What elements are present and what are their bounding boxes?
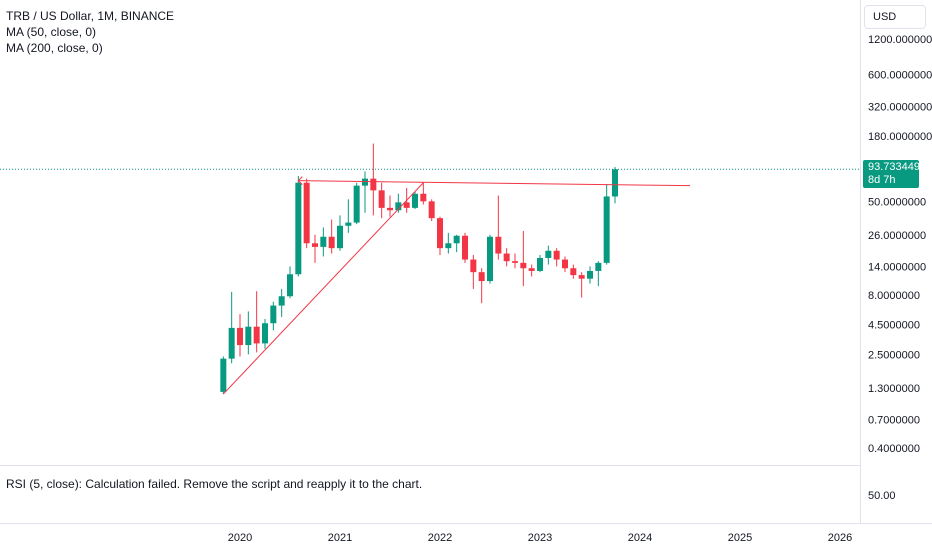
candle-body [528,268,535,271]
y-tick-label: 180.0000000 [868,131,932,143]
candle-body [512,261,518,263]
ma50-label[interactable]: MA (50, close, 0) [6,25,97,39]
candle-body [612,169,618,197]
ma200-label[interactable]: MA (200, close, 0) [6,41,103,55]
y-tick-label: 0.4000000 [868,443,920,455]
candle-body [462,235,468,260]
candle-body [345,222,352,226]
y-tick-label: 4.5000000 [868,319,920,331]
trendline-arrowhead [297,176,303,185]
y-tick-label: 600.0000000 [868,69,932,81]
candle-body [362,178,368,186]
candle-body [545,250,552,258]
candle-body [553,250,560,260]
candle-body [337,225,343,249]
candle-body [270,305,277,324]
candle-body [562,259,568,269]
candle-body [437,218,443,249]
trendline [222,182,424,395]
candle-body [387,207,393,211]
candle-body [520,262,527,269]
x-tick-label: 2020 [228,532,252,544]
candle-body [495,236,502,254]
x-tick-label: 2021 [328,532,352,544]
candle-body [262,323,268,344]
candle-body [603,196,610,263]
x-tick-label: 2025 [728,532,752,544]
candle-body [478,272,485,282]
rsi-indicator-label[interactable]: RSI (5, close): Calculation failed. Remo… [6,477,423,491]
candle-body [353,185,360,223]
currency-button[interactable]: USD [864,5,926,29]
y-tick-label: 50.0000000 [868,196,926,208]
candle-body [312,243,318,247]
candle-body [320,236,327,247]
y-tick-label: 320.0000000 [868,102,932,114]
candle-body [395,202,402,211]
candle-body [287,274,293,297]
candle-body [587,270,593,279]
candle-body [453,235,460,244]
candle-body [403,202,410,208]
candle-body [578,275,585,279]
x-tick-label: 2026 [828,532,852,544]
candle-body [245,326,252,346]
candle-body [378,190,385,208]
candle-body [228,327,235,359]
trendline [298,180,691,187]
y-tick-label: 0.7000000 [868,414,920,426]
chart-legend: TRB / US Dollar, 1M, BINANCE MA (50, clo… [6,8,174,56]
candle-body [470,259,477,273]
candle-body [303,182,310,244]
candle-body [570,268,577,276]
candle-body [420,193,427,202]
last-price-value: 93.7334493 [868,161,927,173]
candle-body [278,296,285,306]
symbol-title: TRB / US Dollar, 1M, BINANCE [6,9,175,23]
candle-body [370,178,377,191]
candle-body [487,236,493,282]
candle-body [253,326,260,344]
candle-body [412,193,418,208]
rsi-tick-label: 50.00 [868,490,896,502]
x-tick-label: 2024 [628,532,652,544]
y-tick-label: 14.0000000 [868,261,926,273]
y-tick-label: 26.0000000 [868,230,926,242]
candle-body [295,182,302,275]
candle-body [328,236,335,249]
y-tick-label: 1200.0000000 [868,34,932,46]
x-tick-label: 2022 [428,532,452,544]
candle-body [595,262,602,271]
candle-body [537,257,543,271]
candle-body [220,358,227,392]
bar-countdown: 8d 7h [868,174,896,186]
candle-body [237,327,243,346]
y-tick-label: 2.5000000 [868,349,920,361]
candle-body [428,201,435,219]
last-price-tag: 93.7334493 8d 7h [863,160,927,188]
y-tick-label: 1.3000000 [868,383,920,395]
candle-body [445,243,452,249]
y-tick-label: 8.0000000 [868,290,920,302]
x-tick-label: 2023 [528,532,552,544]
candle-body [503,253,510,262]
